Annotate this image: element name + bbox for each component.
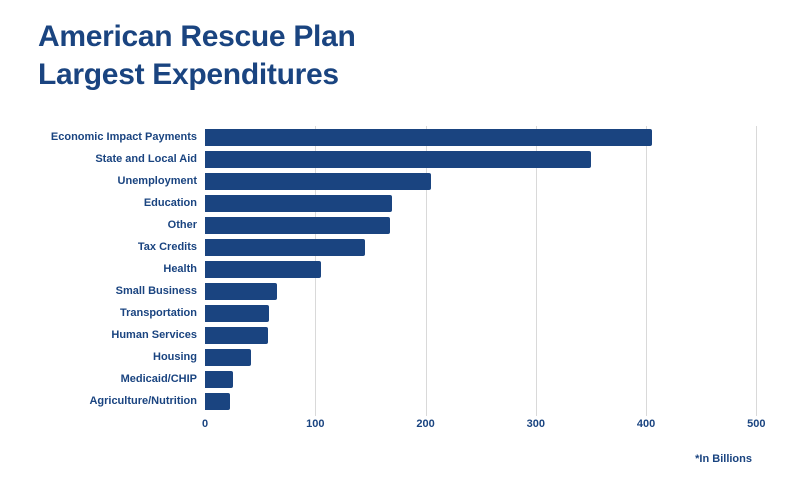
bar [205,304,269,322]
bar [205,172,432,190]
x-axis: 0 100 200 300 400 500 [201,416,774,438]
plot-area: 0 100 200 300 400 500 [201,126,774,438]
bar-row [205,192,774,214]
units-footnote: *In Billions [695,453,752,465]
category-label: State and Local Aid [95,153,197,165]
x-tick-label: 100 [306,418,325,430]
category-label: Agriculture/Nutrition [89,395,197,407]
category-label: Economic Impact Payments [50,131,197,143]
category-label: Human Services [111,329,197,341]
bar [205,128,652,146]
bar-chart: Economic Impact Payments State and Local … [38,126,774,438]
bar [205,150,591,168]
category-label: Small Business [115,285,197,297]
bar [205,370,233,388]
bar-row [205,324,774,346]
bar [205,282,277,300]
category-label: Education [143,197,197,209]
page-title: American Rescue Plan Largest Expenditure… [38,18,356,94]
bar-row [205,148,774,170]
bar [205,326,268,344]
title-line-2: Largest Expenditures [38,58,339,91]
bar [205,194,393,212]
bar-row [205,368,774,390]
bars [205,126,774,412]
category-label: Unemployment [117,175,197,187]
category-label: Housing [153,351,197,363]
x-tick-label: 400 [636,418,656,430]
x-tick-label: 0 [201,418,209,430]
category-label: Other [167,219,197,231]
bar-row [205,258,774,280]
category-label: Tax Credits [137,241,197,253]
bar [205,238,365,256]
bar-row [205,214,774,236]
bar [205,392,231,410]
bar-row [205,170,774,192]
bar-row [205,346,774,368]
bar-row [205,280,774,302]
category-label: Health [163,263,197,275]
bar-row [205,302,774,324]
x-tick-label: 200 [416,418,435,430]
bar [205,260,321,278]
x-tick-label: 500 [747,418,766,430]
category-label: Medicaid/CHIP [120,373,197,385]
title-line-1: American Rescue Plan [38,20,356,53]
bar [205,348,252,366]
bar-row [205,390,774,412]
bar [205,216,391,234]
bar-row [205,126,774,148]
category-label: Transportation [119,307,197,319]
category-labels: Economic Impact Payments State and Local … [38,126,205,438]
bar-row [205,236,774,258]
x-tick-label: 300 [526,418,545,430]
